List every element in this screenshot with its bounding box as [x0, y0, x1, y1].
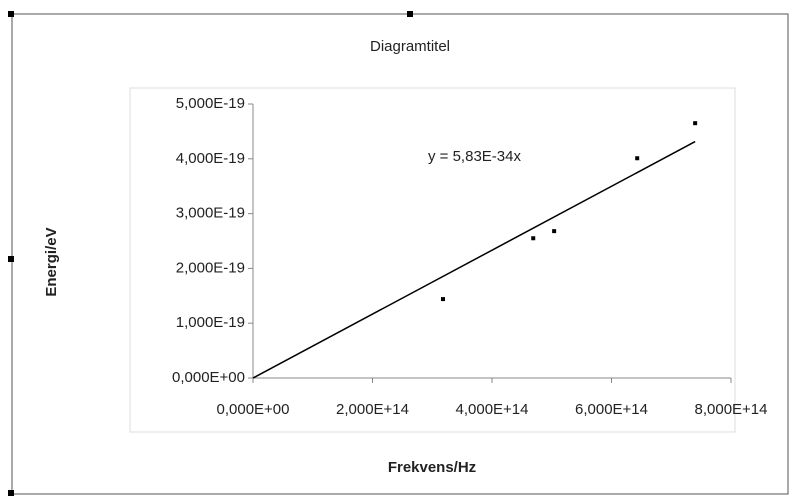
y-tick-label: 3,000E-19 [176, 205, 245, 222]
y-tick-label: 0,000E+00 [172, 369, 245, 386]
x-tick-label: 4,000E+14 [456, 401, 529, 418]
x-tick-label: 0,000E+00 [217, 401, 290, 418]
point [441, 297, 446, 302]
trendline-label: y = 5,83E-34x [428, 148, 521, 165]
y-tick-label: 2,000E-19 [176, 259, 245, 276]
handle [8, 256, 14, 262]
x-tick-label: 6,000E+14 [575, 401, 648, 418]
point [552, 229, 557, 234]
x-tick-label: 8,000E+14 [695, 401, 768, 418]
point [635, 156, 640, 161]
handle [8, 11, 14, 17]
plot-area [129, 87, 736, 433]
chart-title: Diagramtitel [370, 38, 450, 55]
point [531, 236, 536, 241]
point [693, 121, 698, 126]
x-tick-label: 2,000E+14 [336, 401, 409, 418]
handle [8, 490, 14, 496]
handle [407, 11, 413, 17]
y-tick-label: 4,000E-19 [176, 150, 245, 167]
y-tick-label: 1,000E-19 [176, 314, 245, 331]
y-tick-label: 5,000E-19 [176, 95, 245, 112]
chart-frame [11, 13, 789, 495]
trendline [252, 140, 696, 379]
x-axis-label: Frekvens/Hz [388, 459, 476, 476]
y-axis-label: Energi/eV [43, 227, 60, 296]
